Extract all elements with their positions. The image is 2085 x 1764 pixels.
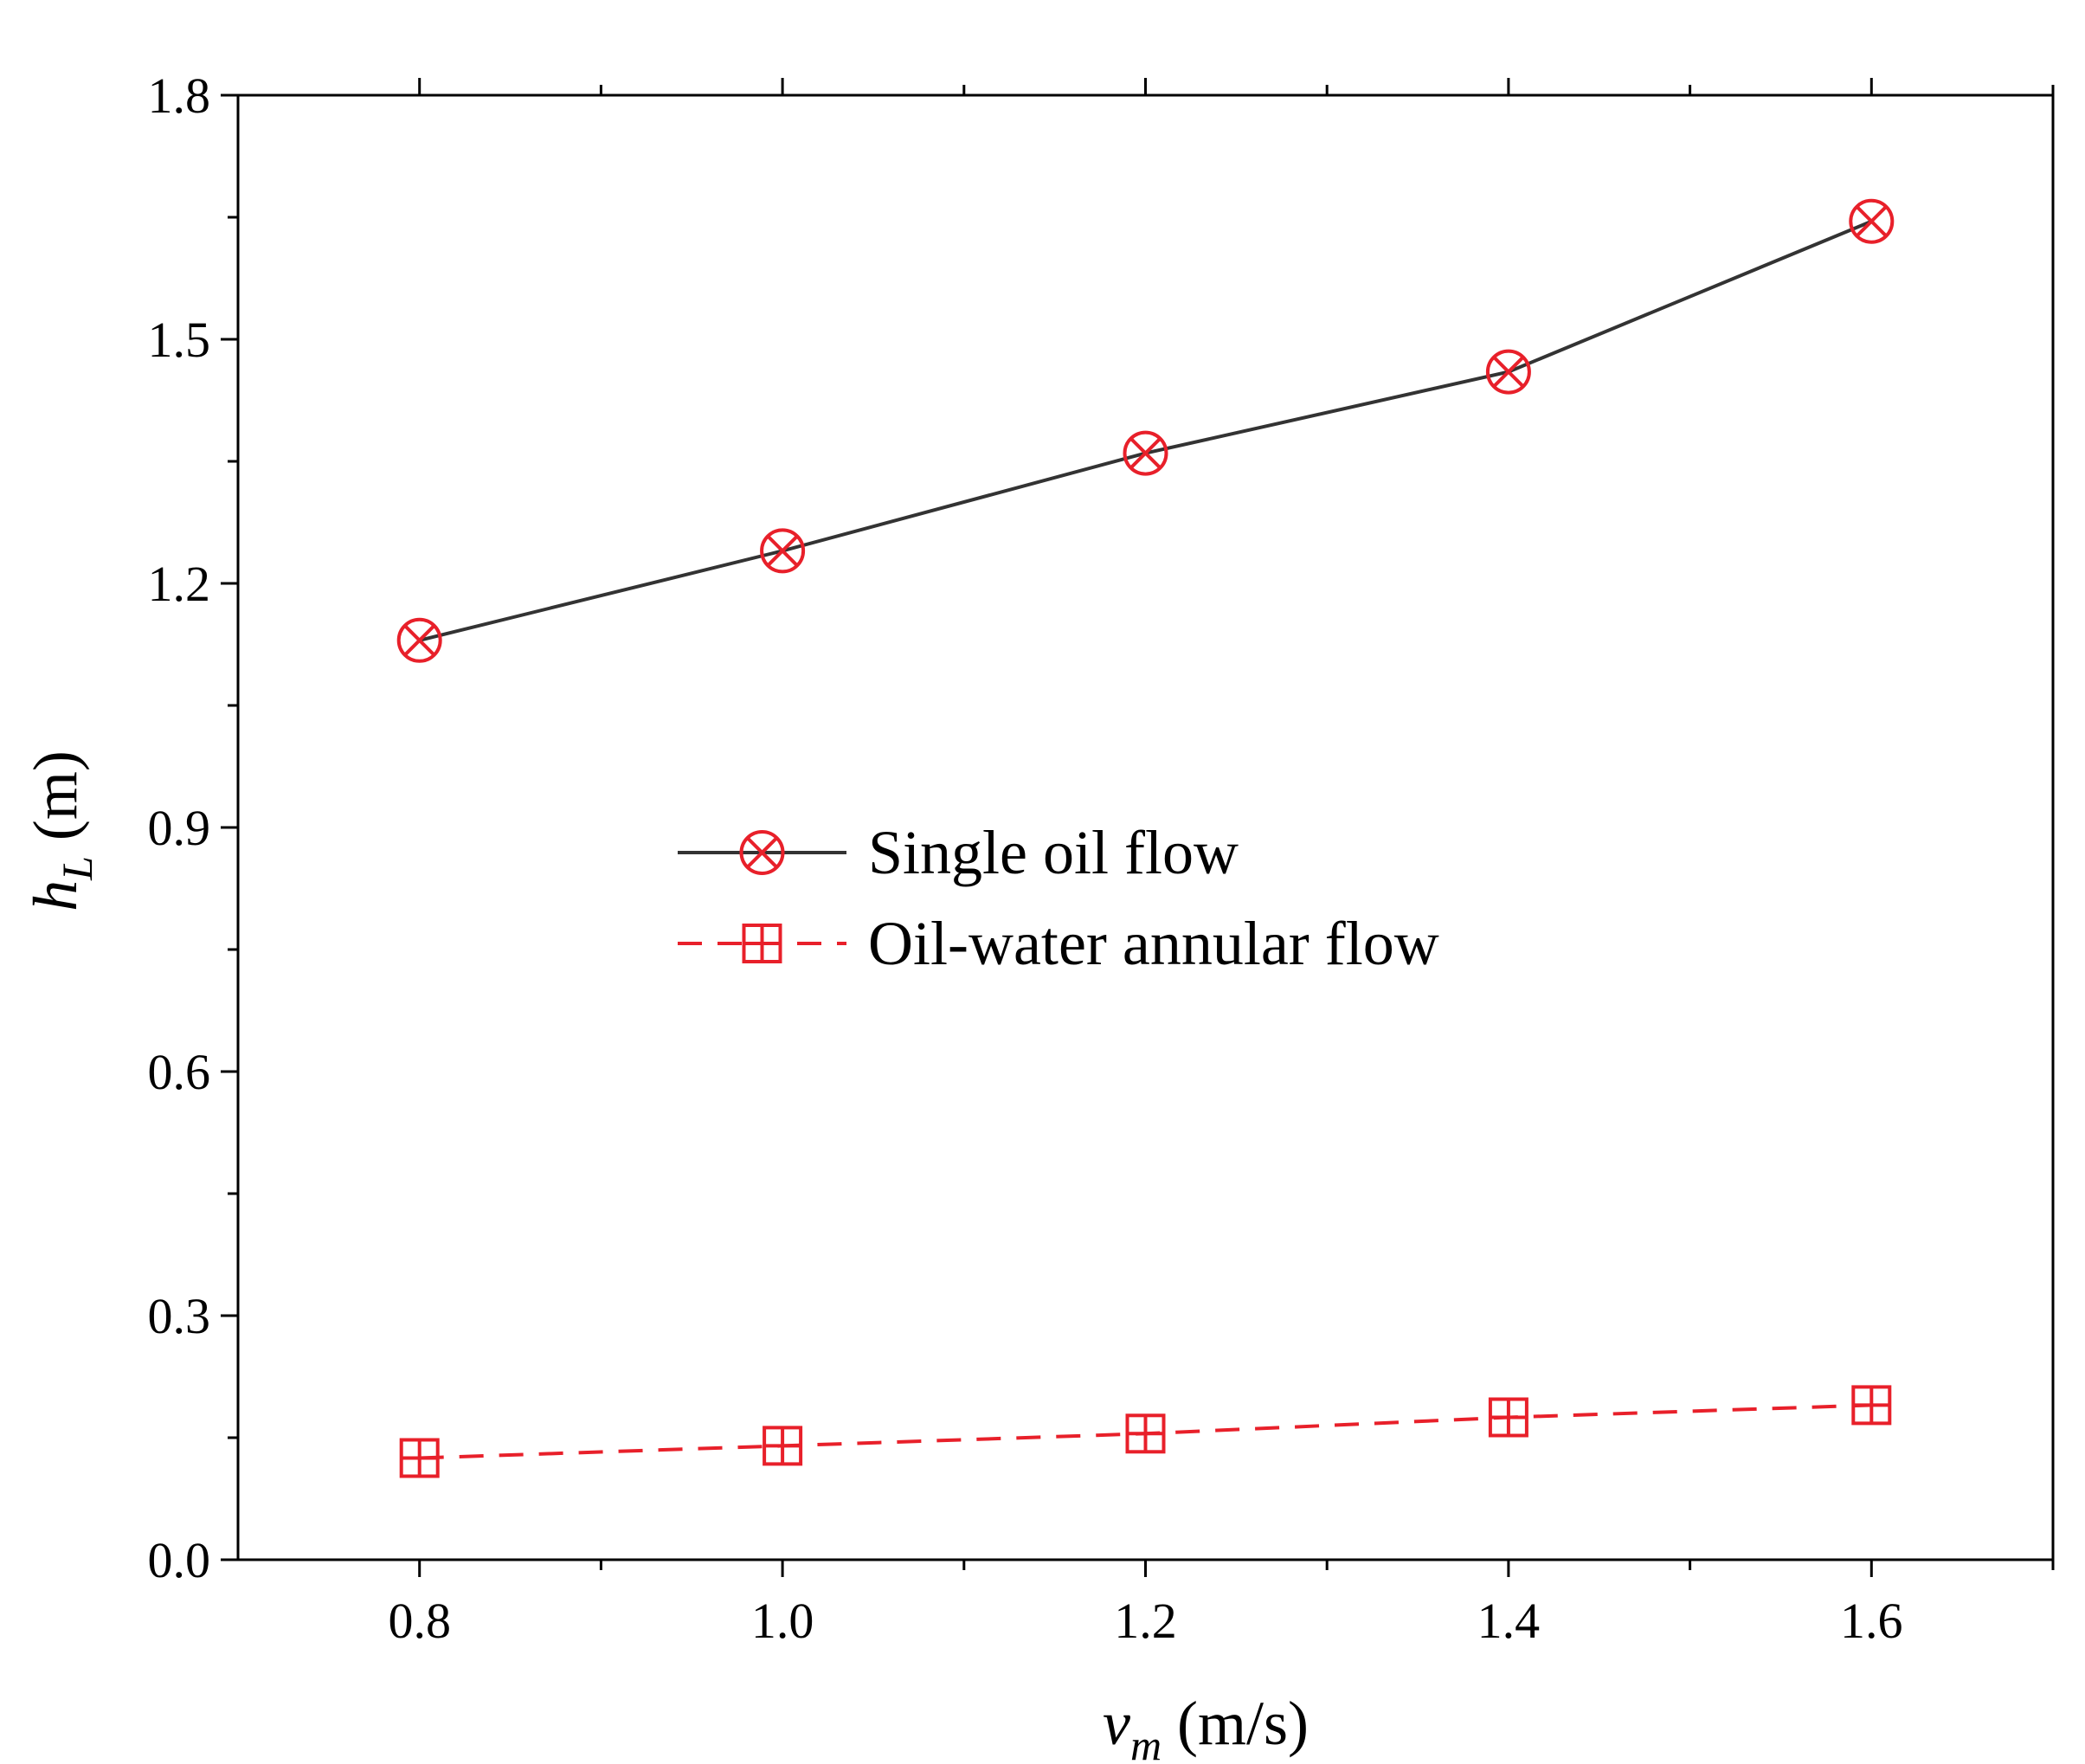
x-axis-unit: (m/s) [1162, 1689, 1309, 1758]
data-point [1123, 430, 1168, 476]
legend-label: Single oil flow [868, 818, 1239, 887]
data-point [1849, 198, 1895, 244]
x-axis-subscript: m [1130, 1721, 1162, 1764]
legend-item-2: Oil-water annular flow [678, 909, 1439, 978]
y-axis-subscript: L [53, 856, 101, 881]
y-tick-label: 0.0 [148, 1532, 211, 1588]
y-axis-unit: (m) [21, 750, 90, 856]
data-point [399, 1438, 440, 1478]
y-tick-label: 0.9 [148, 800, 211, 856]
y-axis-title: hL (m) [21, 750, 101, 911]
y-tick-label: 1.2 [148, 556, 211, 612]
marker-circle [1123, 430, 1168, 476]
data-point [1851, 1385, 1892, 1426]
data-point [396, 617, 442, 663]
marker-cross-b [765, 533, 800, 568]
series-layer [396, 198, 1895, 1478]
series-2 [399, 1385, 1892, 1478]
x-tick-label: 1.0 [751, 1593, 814, 1649]
marker-circle [1485, 349, 1531, 395]
y-tick-label: 0.3 [148, 1288, 211, 1344]
data-point [763, 1426, 803, 1466]
series-1 [396, 198, 1895, 663]
marker-cross-b [1854, 204, 1889, 239]
y-tick-label: 1.8 [148, 68, 211, 124]
marker-circle [396, 617, 442, 663]
data-point [1485, 349, 1531, 395]
data-point [1125, 1413, 1166, 1454]
legend-label: Oil-water annular flow [868, 909, 1439, 978]
x-tick-label: 1.4 [1477, 1593, 1541, 1649]
marker-cross-b [1491, 355, 1526, 389]
axes-group: 0.8 1.0 1.2 1.4 1.6 0.0 0.3 0.6 0.9 1.2 1.5 1.8 [148, 68, 2055, 1649]
legend-marker [739, 830, 785, 875]
marker-circle [760, 528, 806, 574]
marker-circle [739, 830, 785, 875]
legend-marker [742, 924, 782, 963]
data-point [760, 528, 806, 574]
legend: Single oil flow Oil-water annular flow [678, 818, 1439, 978]
legend-item-1: Single oil flow [678, 818, 1239, 887]
y-axis-symbol: h [21, 880, 90, 911]
x-axis-title: vm (m/s) [1103, 1689, 1309, 1764]
marker-cross-b [1129, 436, 1162, 471]
marker-circle [1849, 198, 1895, 244]
x-tick-label: 1.2 [1114, 1593, 1177, 1649]
x-tick-label: 0.8 [388, 1593, 451, 1649]
marker-cross-b [745, 835, 779, 870]
y-tick-label: 0.6 [148, 1044, 211, 1100]
x-axis-symbol: v [1103, 1689, 1130, 1758]
data-point [1488, 1397, 1528, 1438]
x-tick-label: 1.6 [1840, 1593, 1903, 1649]
marker-cross-b [402, 623, 437, 658]
y-tick-label: 1.5 [148, 312, 211, 368]
